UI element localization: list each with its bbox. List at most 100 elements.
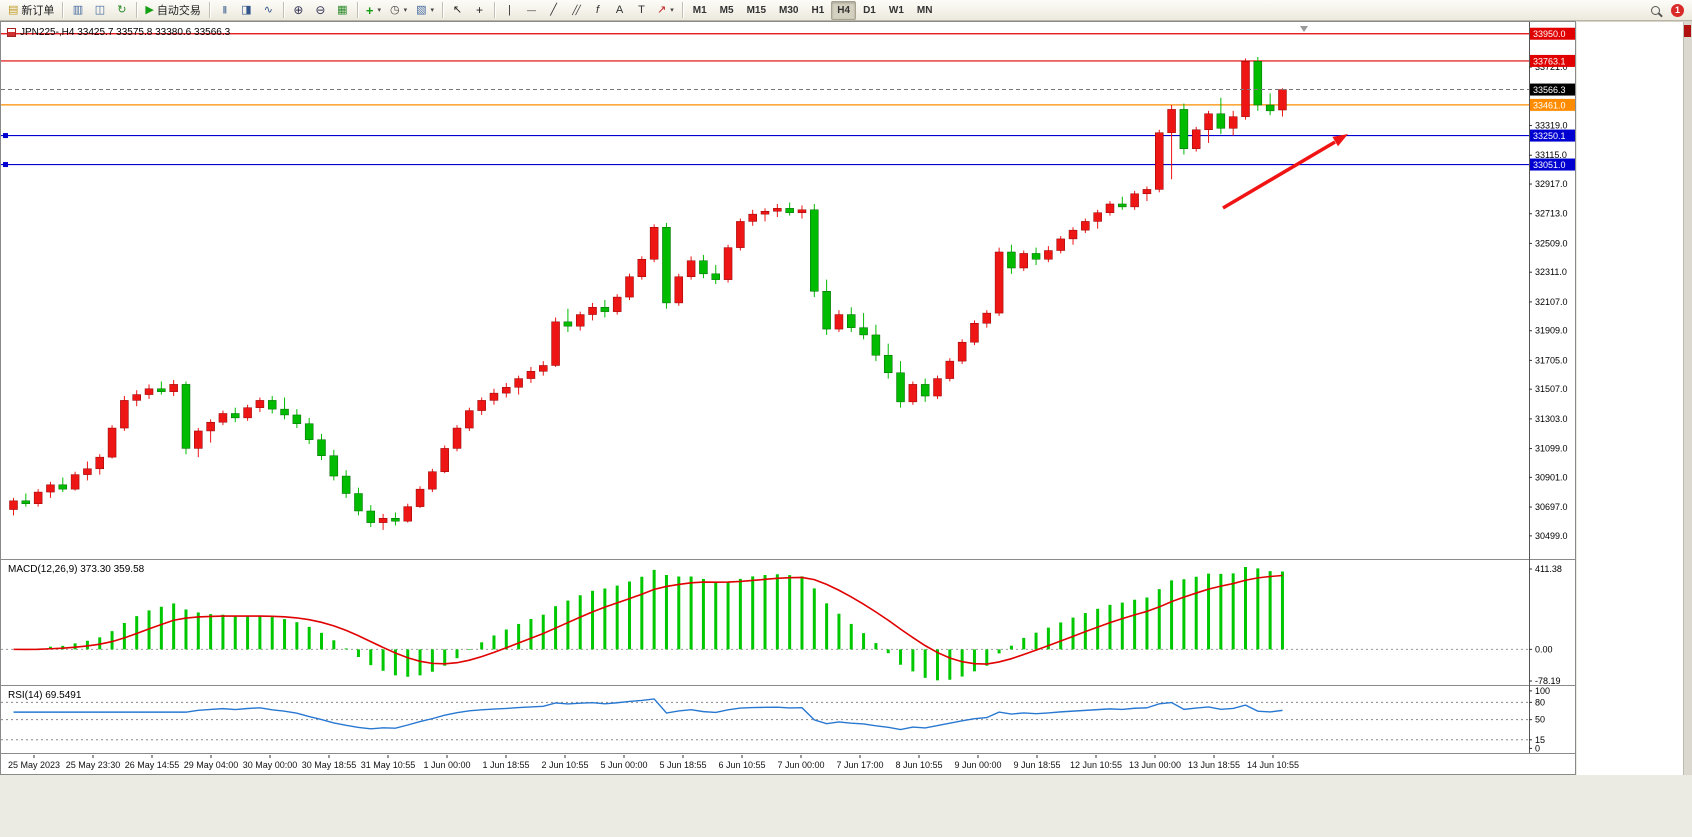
toolbar-separator	[494, 2, 496, 18]
timeframe-h4-button[interactable]: H4	[831, 0, 857, 20]
arrow-icon: ↗	[657, 3, 667, 16]
indicators-icon: +	[365, 2, 374, 18]
timeframe-h1-button[interactable]: H1	[811, 4, 825, 16]
chevron-down-icon: ▾	[377, 7, 381, 14]
toolbar-separator	[136, 2, 138, 18]
svg-text:0.00: 0.00	[1535, 644, 1553, 654]
zoom-in-button[interactable]: ⊕	[288, 1, 309, 20]
arrows-button[interactable]: ↗ ▾	[653, 1, 678, 20]
svg-text:100: 100	[1535, 686, 1550, 696]
timeframe-d1-button[interactable]: D1	[863, 4, 876, 16]
line-chart-button[interactable]: ∿	[258, 1, 279, 20]
autotrade-button-label: 自动交易	[156, 5, 201, 17]
tile-windows-button[interactable]: ▦	[332, 1, 353, 20]
svg-text:8 Jun 10:55: 8 Jun 10:55	[895, 760, 942, 770]
trend-arrow-head[interactable]	[1332, 134, 1348, 147]
symbol-icon	[7, 28, 16, 37]
chevron-down-icon: ▾	[430, 7, 435, 14]
horizontal-lines	[1, 33, 1529, 168]
trendline-icon: ╱	[550, 3, 557, 16]
zoom-out-icon: ⊖	[315, 3, 326, 17]
candlestick-chart-button[interactable]: ◨	[236, 1, 257, 20]
scrollbar-marker	[1684, 25, 1691, 37]
vertical-scrollbar[interactable]	[1683, 22, 1692, 776]
svg-text:-78.19: -78.19	[1535, 676, 1561, 686]
svg-text:25 May 23:30: 25 May 23:30	[66, 760, 121, 770]
new-order-button[interactable]: ▤ 新订单	[4, 1, 58, 20]
chart-title: JPN225-,H4 33425.7 33575.8 33380.6 33566…	[7, 27, 230, 38]
svg-text:31705.0: 31705.0	[1535, 355, 1568, 365]
chart-title-text: JPN225-,H4 33425.7 33575.8 33380.6 33566…	[20, 27, 231, 38]
channel-button[interactable]: ╱╱	[565, 1, 586, 20]
chevron-down-icon: ▾	[403, 7, 408, 14]
toolbar-separator	[62, 2, 64, 18]
profiles-icon: ◫	[94, 3, 106, 16]
channel-icon: ╱╱	[572, 4, 581, 15]
svg-text:30499.0: 30499.0	[1535, 531, 1568, 541]
svg-text:50: 50	[1535, 715, 1545, 725]
bar-chart-button[interactable]: |||	[214, 1, 235, 20]
timeframe-m5-button[interactable]: M5	[719, 4, 734, 16]
profiles-button[interactable]: ◫	[89, 1, 110, 20]
svg-text:26 May 14:55: 26 May 14:55	[125, 760, 180, 770]
horizontal-line-button[interactable]: —	[521, 1, 542, 20]
new-chart-button[interactable]: ▥	[67, 1, 88, 20]
cursor-button[interactable]: ↖	[447, 1, 468, 20]
svg-text:33763.1: 33763.1	[1533, 56, 1566, 66]
timeframe-m30-button[interactable]: M30	[779, 4, 799, 16]
autotrade-play-icon: ▶	[145, 3, 154, 16]
svg-text:31507.0: 31507.0	[1535, 384, 1568, 394]
template-icon: ▧	[416, 3, 427, 16]
rsi-line	[13, 698, 1283, 731]
svg-text:33250.1: 33250.1	[1533, 131, 1566, 141]
svg-text:31303.0: 31303.0	[1535, 414, 1568, 424]
svg-text:32917.0: 32917.0	[1535, 179, 1568, 189]
autotrade-button[interactable]: ▶ 自动交易	[141, 1, 204, 20]
svg-text:9 Jun 00:00: 9 Jun 00:00	[954, 760, 1001, 770]
svg-text:30697.0: 30697.0	[1535, 502, 1568, 512]
timeframe-mn-button[interactable]: MN	[916, 4, 933, 16]
toolbar-separator	[356, 2, 358, 18]
svg-text:13 Jun 18:55: 13 Jun 18:55	[1188, 760, 1240, 770]
trendline-button[interactable]: ╱	[543, 1, 564, 20]
vertical-line-button[interactable]: |	[499, 1, 520, 20]
trend-arrow[interactable]	[1222, 140, 1336, 210]
magnifier-icon	[1651, 5, 1660, 15]
svg-text:33461.0: 33461.0	[1533, 100, 1566, 110]
notifications-button[interactable]: 1	[1667, 1, 1688, 20]
svg-text:6 Jun 10:55: 6 Jun 10:55	[718, 760, 765, 770]
svg-text:15: 15	[1535, 735, 1545, 745]
tile-windows-icon: ▦	[337, 3, 348, 16]
svg-text:2 Jun 10:55: 2 Jun 10:55	[541, 760, 588, 770]
zoom-out-button[interactable]: ⊖	[310, 1, 331, 20]
refresh-button[interactable]: ↻	[111, 1, 132, 20]
label-button[interactable]: T	[631, 1, 652, 20]
svg-text:411.38: 411.38	[1535, 564, 1562, 574]
indicators-button[interactable]: + ▾	[362, 1, 385, 20]
label-icon: T	[638, 3, 645, 16]
fibonacci-button[interactable]: f	[587, 1, 608, 20]
price-axis: 33721.0 33319.0 33115.0 32917.0 32713.0 32509…	[1529, 27, 1575, 541]
svg-text:33950.0: 33950.0	[1533, 29, 1566, 39]
svg-text:30 May 00:00: 30 May 00:00	[243, 760, 298, 770]
search-button[interactable]	[1645, 1, 1666, 20]
cursor-icon: ↖	[452, 3, 463, 16]
text-button[interactable]: A	[609, 1, 630, 20]
bar-chart-icon: |||	[222, 5, 227, 14]
svg-text:13 Jun 00:00: 13 Jun 00:00	[1129, 760, 1181, 770]
periods-button[interactable]: ◷ ▾	[386, 1, 411, 20]
svg-text:1 Jun 18:55: 1 Jun 18:55	[482, 760, 529, 770]
svg-text:7 Jun 17:00: 7 Jun 17:00	[836, 760, 883, 770]
rsi-indicator-label: RSI(14) 69.5491	[8, 690, 82, 701]
svg-text:31 May 10:55: 31 May 10:55	[361, 760, 416, 770]
crosshair-button[interactable]: +	[469, 1, 490, 20]
timeframe-w1-button[interactable]: W1	[888, 4, 904, 16]
chart-shift-marker	[1300, 26, 1308, 32]
timeframe-m1-button[interactable]: M1	[692, 4, 707, 16]
time-axis: 25 May 2023 25 May 23:30 26 May 14:55 29 Ma…	[8, 755, 1299, 770]
price-chart[interactable]: 33721.0 33319.0 33115.0 32917.0 32713.0 32509…	[1, 22, 1575, 774]
new-chart-icon: ▥	[72, 3, 84, 16]
templates-button[interactable]: ▧ ▾	[412, 1, 438, 20]
svg-text:30901.0: 30901.0	[1535, 472, 1568, 482]
timeframe-m15-button[interactable]: M15	[746, 4, 767, 16]
